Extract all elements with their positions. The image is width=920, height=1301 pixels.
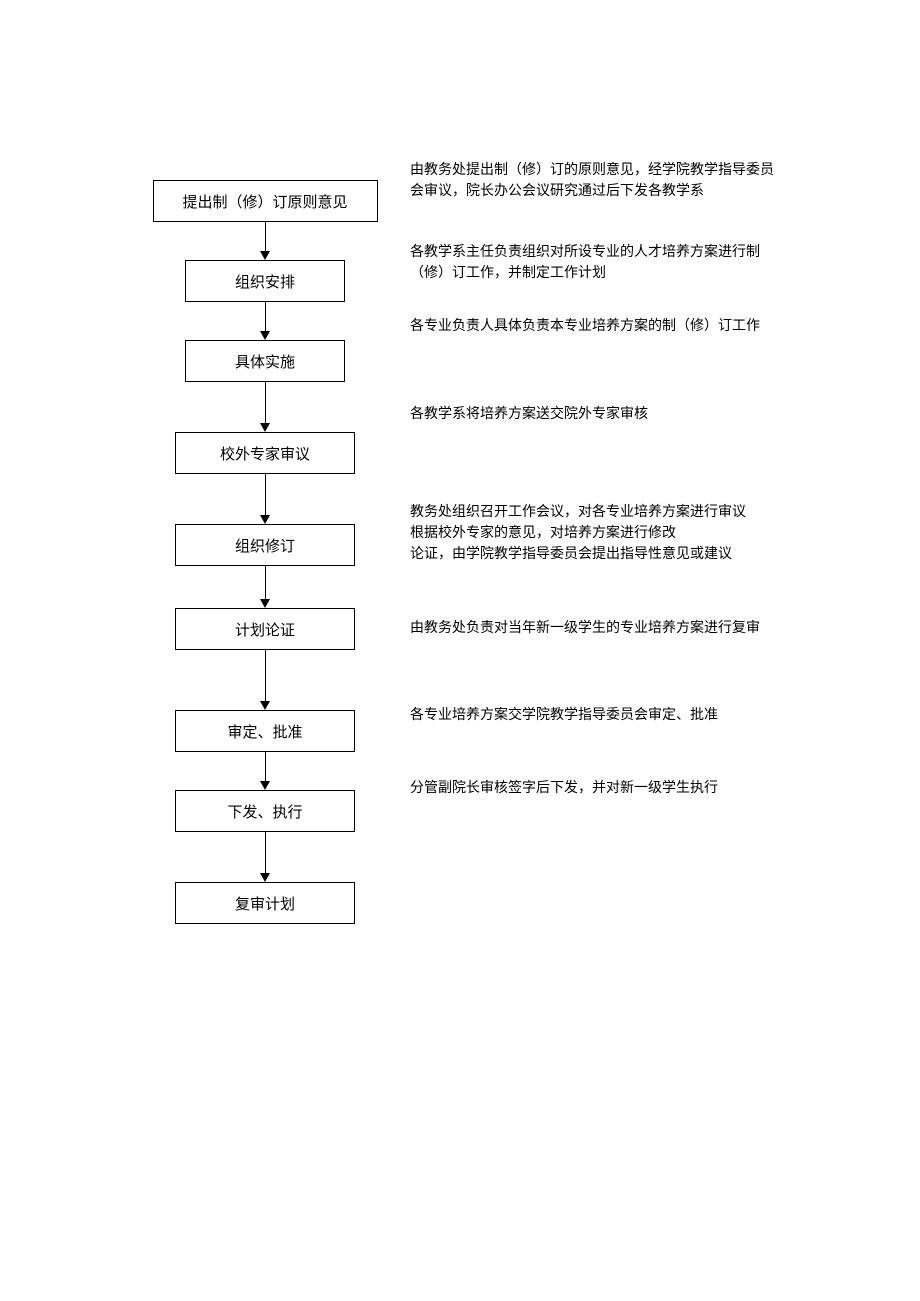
arrow-0 bbox=[140, 222, 390, 260]
step-box-2: 具体实施 bbox=[185, 340, 345, 382]
step-box-1: 组织安排 bbox=[185, 260, 345, 302]
step-row-1: 组织安排各教学系主任负责组织对所设专业的人才培养方案进行制（修）订工作，并制定工… bbox=[140, 260, 840, 302]
step-box-3: 校外专家审议 bbox=[175, 432, 355, 474]
step-desc-6: 各专业培养方案交学院教学指导委员会审定、批准 bbox=[390, 705, 718, 726]
step-row-2: 具体实施各专业负责人具体负责本专业培养方案的制（修）订工作 bbox=[140, 340, 840, 382]
arrow-3 bbox=[140, 474, 390, 524]
step-row-8: 复审计划 bbox=[140, 882, 840, 924]
arrow-1 bbox=[140, 302, 390, 340]
step-row-0: 提出制（修）订原则意见由教务处提出制（修）订的原则意见，经学院教学指导委员会审议… bbox=[140, 180, 840, 222]
step-row-3: 校外专家审议各教学系将培养方案送交院外专家审核 bbox=[140, 432, 840, 474]
arrow-6 bbox=[140, 752, 390, 790]
flowchart-container: 提出制（修）订原则意见由教务处提出制（修）订的原则意见，经学院教学指导委员会审议… bbox=[140, 180, 840, 924]
step-box-5: 计划论证 bbox=[175, 608, 355, 650]
step-desc-1: 各教学系主任负责组织对所设专业的人才培养方案进行制（修）订工作，并制定工作计划 bbox=[390, 242, 780, 284]
step-desc-4: 教务处组织召开工作会议，对各专业培养方案进行审议 根据校外专家的意见，对培养方案… bbox=[390, 502, 780, 565]
step-box-4: 组织修订 bbox=[175, 524, 355, 566]
step-box-8: 复审计划 bbox=[175, 882, 355, 924]
arrow-4 bbox=[140, 566, 390, 608]
step-desc-5: 由教务处负责对当年新一级学生的专业培养方案进行复审 bbox=[390, 618, 760, 639]
step-desc-3: 各教学系将培养方案送交院外专家审核 bbox=[390, 404, 648, 425]
step-box-0: 提出制（修）订原则意见 bbox=[153, 180, 378, 222]
step-desc-7: 分管副院长审核签字后下发，并对新一级学生执行 bbox=[390, 778, 718, 799]
step-row-6: 审定、批准各专业培养方案交学院教学指导委员会审定、批准 bbox=[140, 710, 840, 752]
step-desc-2: 各专业负责人具体负责本专业培养方案的制（修）订工作 bbox=[390, 316, 760, 337]
arrow-5 bbox=[140, 650, 390, 710]
step-box-6: 审定、批准 bbox=[175, 710, 355, 752]
arrow-7 bbox=[140, 832, 390, 882]
step-row-7: 下发、执行分管副院长审核签字后下发，并对新一级学生执行 bbox=[140, 790, 840, 832]
arrow-2 bbox=[140, 382, 390, 432]
step-row-4: 组织修订教务处组织召开工作会议，对各专业培养方案进行审议 根据校外专家的意见，对… bbox=[140, 524, 840, 566]
step-box-7: 下发、执行 bbox=[175, 790, 355, 832]
step-desc-0: 由教务处提出制（修）订的原则意见，经学院教学指导委员会审议，院长办公会议研究通过… bbox=[390, 160, 780, 202]
step-row-5: 计划论证 由教务处负责对当年新一级学生的专业培养方案进行复审 bbox=[140, 608, 840, 650]
